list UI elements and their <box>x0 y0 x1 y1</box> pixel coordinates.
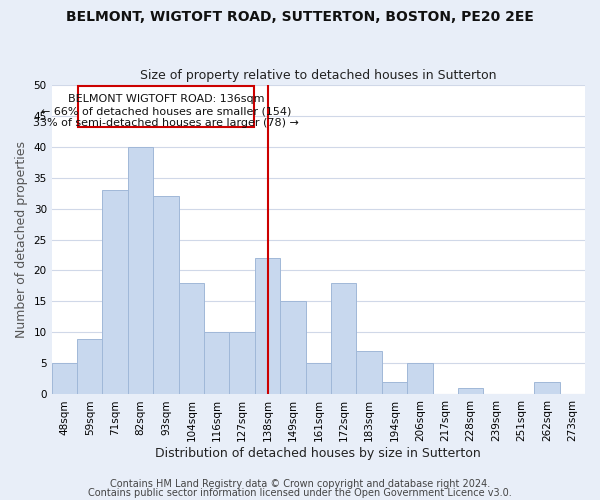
Bar <box>534 382 560 394</box>
Bar <box>305 364 331 394</box>
Y-axis label: Number of detached properties: Number of detached properties <box>15 141 28 338</box>
Text: BELMONT WIGTOFT ROAD: 136sqm: BELMONT WIGTOFT ROAD: 136sqm <box>68 94 264 104</box>
Text: 33% of semi-detached houses are larger (78) →: 33% of semi-detached houses are larger (… <box>33 118 299 128</box>
Text: ← 66% of detached houses are smaller (154): ← 66% of detached houses are smaller (15… <box>41 106 291 116</box>
Bar <box>255 258 280 394</box>
X-axis label: Distribution of detached houses by size in Sutterton: Distribution of detached houses by size … <box>155 447 481 460</box>
Bar <box>52 364 77 394</box>
Bar <box>179 283 204 395</box>
Bar <box>204 332 229 394</box>
Bar <box>77 338 103 394</box>
Bar <box>128 146 153 394</box>
Text: Contains public sector information licensed under the Open Government Licence v3: Contains public sector information licen… <box>88 488 512 498</box>
FancyBboxPatch shape <box>79 86 254 126</box>
Bar <box>331 283 356 395</box>
Bar <box>356 351 382 395</box>
Bar <box>229 332 255 394</box>
Bar <box>280 302 305 394</box>
Text: Contains HM Land Registry data © Crown copyright and database right 2024.: Contains HM Land Registry data © Crown c… <box>110 479 490 489</box>
Text: BELMONT, WIGTOFT ROAD, SUTTERTON, BOSTON, PE20 2EE: BELMONT, WIGTOFT ROAD, SUTTERTON, BOSTON… <box>66 10 534 24</box>
Bar <box>153 196 179 394</box>
Bar <box>407 364 433 394</box>
Bar <box>458 388 484 394</box>
Title: Size of property relative to detached houses in Sutterton: Size of property relative to detached ho… <box>140 69 497 82</box>
Bar <box>382 382 407 394</box>
Bar <box>103 190 128 394</box>
